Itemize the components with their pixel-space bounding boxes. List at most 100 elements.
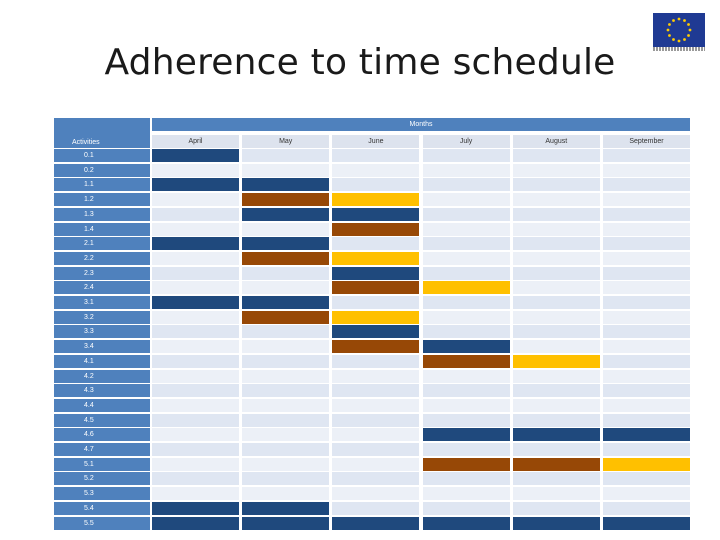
schedule-cell-empty <box>512 296 600 309</box>
schedule-cell-empty <box>242 384 330 398</box>
activity-label: 2.2 <box>54 251 150 265</box>
schedule-cell-empty <box>242 472 330 486</box>
schedule-cell-empty <box>603 207 690 221</box>
schedule-cell-empty <box>512 193 600 207</box>
schedule-cell-empty <box>603 251 690 265</box>
activity-label-text: 1.2 <box>84 196 94 204</box>
activity-label-text: 3.4 <box>84 343 94 351</box>
schedule-cell-empty <box>603 487 690 501</box>
schedule-cell-empty <box>152 398 239 412</box>
flag-star <box>687 34 690 37</box>
schedule-cell-empty <box>422 369 510 383</box>
activity-label: 1.3 <box>54 207 150 221</box>
schedule-cell-blue <box>332 266 420 280</box>
schedule-cell-empty <box>603 398 690 412</box>
schedule-cell-empty <box>512 443 600 456</box>
schedule-cell-brown <box>422 457 510 471</box>
activity-label: 3.1 <box>54 296 150 309</box>
flag-star <box>672 19 675 22</box>
schedule-cell-empty <box>603 296 690 309</box>
schedule-cell-empty <box>152 443 239 456</box>
schedule-cell-empty <box>152 251 239 265</box>
flag-star <box>677 17 681 21</box>
schedule-cell-empty <box>242 149 330 162</box>
flag-star <box>683 38 686 41</box>
schedule-cell-empty <box>603 222 690 236</box>
schedule-cell-blue <box>152 149 239 162</box>
eu-flag-icon <box>653 13 705 47</box>
activity-label-text: 5.3 <box>84 490 94 498</box>
schedule-cell-empty <box>603 472 690 486</box>
activity-label: 4.7 <box>54 443 150 456</box>
schedule-cell-empty <box>512 251 600 265</box>
activity-label-text: 2.2 <box>84 254 94 262</box>
activity-label-text: 2.4 <box>84 284 94 292</box>
activity-label: 4.1 <box>54 354 150 368</box>
schedule-cell-empty <box>242 354 330 368</box>
activity-label: 0.1 <box>54 149 150 162</box>
schedule-cell-empty <box>603 354 690 368</box>
schedule-table: Months Activities April May June July August… <box>54 118 690 531</box>
schedule-cell-empty <box>603 413 690 427</box>
schedule-cell-empty <box>422 398 510 412</box>
activity-label: 5.3 <box>54 487 150 501</box>
schedule-cell-blue <box>512 516 600 530</box>
schedule-cell-blue <box>242 501 330 515</box>
schedule-cell-empty <box>332 296 420 309</box>
schedule-cell-empty <box>152 487 239 501</box>
schedule-cell-blue <box>603 428 690 442</box>
schedule-cell-empty <box>422 487 510 501</box>
schedule-cell-blue <box>422 516 510 530</box>
activity-label-text: 5.5 <box>84 519 94 527</box>
schedule-cell-brown <box>512 457 600 471</box>
schedule-cell-empty <box>422 193 510 207</box>
activity-label: 3.3 <box>54 325 150 339</box>
schedule-cell-empty <box>332 384 420 398</box>
page-title: Adherence to time schedule <box>104 42 616 83</box>
schedule-cell-empty <box>603 369 690 383</box>
activity-label-text: 4.6 <box>84 431 94 439</box>
schedule-cell-empty <box>603 443 690 456</box>
schedule-cell-empty <box>422 384 510 398</box>
schedule-cell-empty <box>422 251 510 265</box>
flag-star <box>668 34 671 37</box>
schedule-cell-empty <box>242 325 330 339</box>
schedule-cell-brown <box>422 354 510 368</box>
schedule-cell-blue <box>242 207 330 221</box>
activity-label-text: 4.4 <box>84 401 94 409</box>
schedule-cell-yellow <box>512 354 600 368</box>
schedule-cell-empty <box>512 149 600 162</box>
schedule-cell-empty <box>332 472 420 486</box>
schedule-cell-empty <box>152 413 239 427</box>
activity-label-text: 4.7 <box>84 446 94 453</box>
activity-label: 5.5 <box>54 516 150 530</box>
schedule-cell-yellow <box>332 310 420 324</box>
schedule-cell-blue <box>152 296 239 309</box>
schedule-cell-empty <box>422 237 510 251</box>
schedule-cell-empty <box>332 369 420 383</box>
schedule-cell-empty <box>242 428 330 442</box>
schedule-cell-empty <box>332 178 420 192</box>
schedule-cell-brown <box>332 340 420 354</box>
schedule-cell-empty <box>242 266 330 280</box>
month-label-may: May <box>242 135 330 148</box>
flag-star <box>688 28 692 32</box>
schedule-cell-empty <box>332 398 420 412</box>
schedule-cell-empty <box>152 266 239 280</box>
schedule-cell-empty <box>603 325 690 339</box>
schedule-cell-empty <box>422 296 510 309</box>
schedule-cell-yellow <box>422 281 510 295</box>
schedule-cell-blue <box>242 237 330 251</box>
activity-label: 1.2 <box>54 193 150 207</box>
schedule-cell-empty <box>603 281 690 295</box>
schedule-cell-brown <box>242 310 330 324</box>
activity-label: 2.3 <box>54 266 150 280</box>
schedule-cell-empty <box>152 222 239 236</box>
schedule-cell-empty <box>603 149 690 162</box>
schedule-cell-empty <box>242 413 330 427</box>
schedule-cell-empty <box>603 340 690 354</box>
schedule-cell-empty <box>603 384 690 398</box>
activity-label: 2.1 <box>54 237 150 251</box>
schedule-cell-empty <box>512 310 600 324</box>
schedule-cell-empty <box>332 354 420 368</box>
